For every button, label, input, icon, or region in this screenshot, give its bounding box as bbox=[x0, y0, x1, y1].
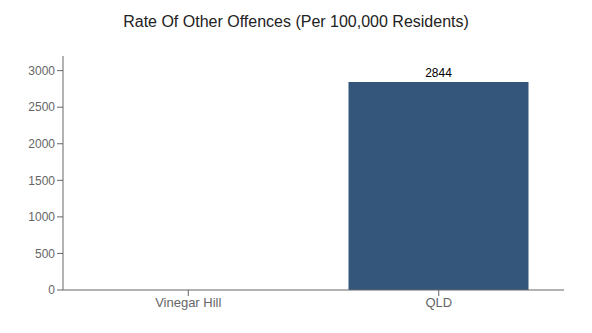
svg-text:500: 500 bbox=[35, 247, 55, 261]
svg-text:1500: 1500 bbox=[28, 174, 55, 188]
svg-text:1000: 1000 bbox=[28, 210, 55, 224]
svg-text:0: 0 bbox=[48, 283, 55, 297]
svg-text:2500: 2500 bbox=[28, 100, 55, 114]
svg-text:Vinegar Hill: Vinegar Hill bbox=[155, 295, 221, 310]
svg-text:3000: 3000 bbox=[28, 64, 55, 78]
svg-text:2844: 2844 bbox=[425, 66, 452, 80]
svg-text:QLD: QLD bbox=[425, 295, 452, 310]
svg-text:2000: 2000 bbox=[28, 137, 55, 151]
html-text:Rate Of Other Offences (Per 10: Rate Of Other Offences (Per 100,000 Resi… bbox=[123, 13, 469, 30]
